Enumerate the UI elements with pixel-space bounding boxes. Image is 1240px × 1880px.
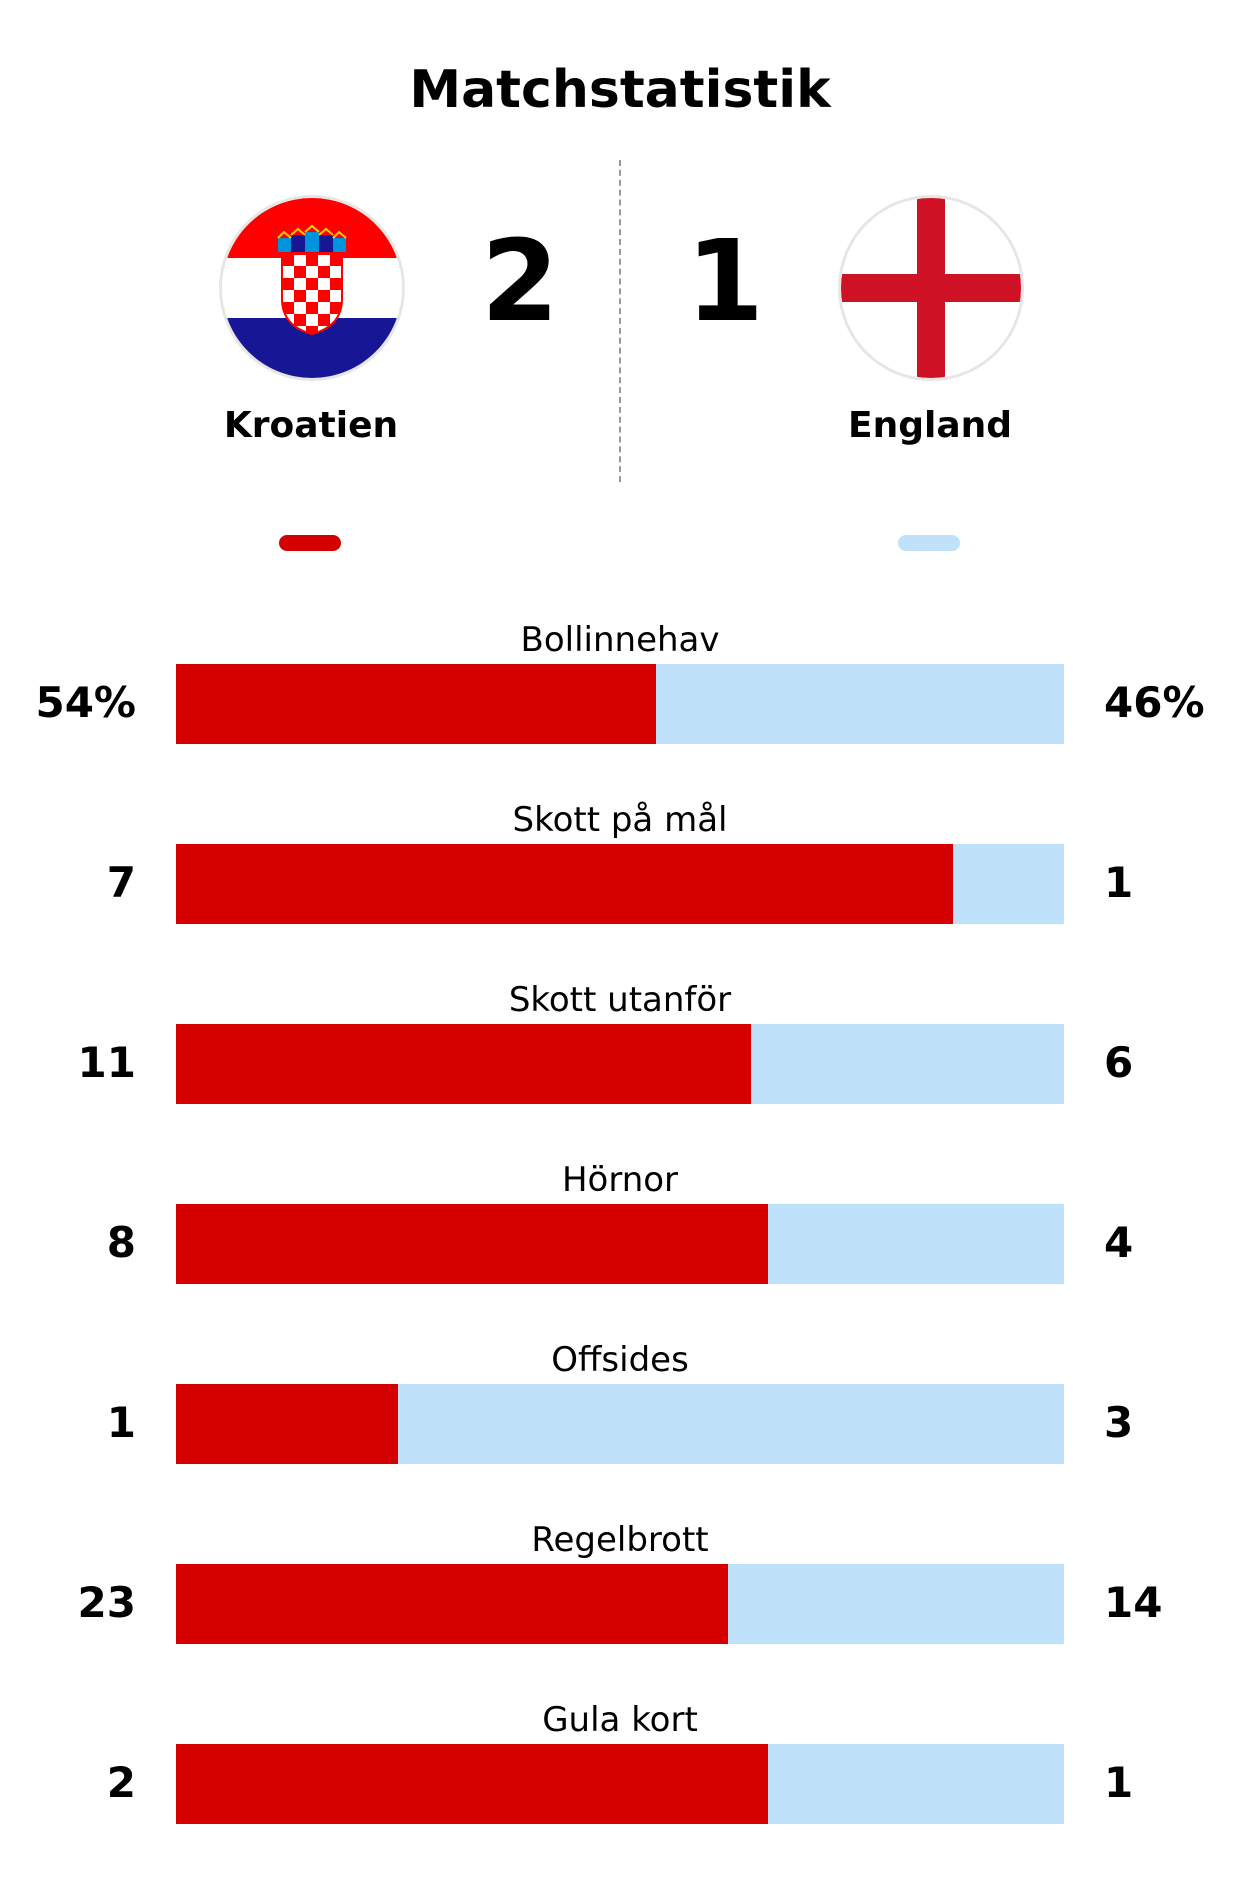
stat-home-value: 11 bbox=[77, 1038, 136, 1087]
stat-row-fouls: Regelbrott 23 14 bbox=[0, 1520, 1240, 1700]
stat-bar-away bbox=[767, 1744, 1064, 1824]
stat-away-value: 6 bbox=[1104, 1038, 1134, 1087]
stat-row-possession: Bollinnehav 54% 46% bbox=[0, 620, 1240, 800]
stat-away-value: 46% bbox=[1104, 678, 1205, 727]
stat-bar-away bbox=[767, 1204, 1064, 1284]
stat-bar-home bbox=[176, 1384, 398, 1464]
home-team-name: Kroatien bbox=[223, 405, 399, 446]
stat-bar bbox=[176, 1384, 1064, 1464]
stat-bar bbox=[176, 1204, 1064, 1284]
stat-label: Bollinnehav bbox=[520, 620, 720, 660]
stat-away-value: 1 bbox=[1104, 858, 1134, 907]
stat-row-offsides: Offsides 1 3 bbox=[0, 1340, 1240, 1520]
stat-label: Regelbrott bbox=[531, 1520, 709, 1560]
stat-home-value: 2 bbox=[106, 1758, 136, 1807]
home-score: 2 bbox=[481, 217, 559, 347]
stat-home-value: 7 bbox=[106, 858, 136, 907]
stat-home-value: 1 bbox=[106, 1398, 136, 1447]
stat-away-value: 1 bbox=[1104, 1758, 1134, 1807]
away-color-swatch bbox=[898, 535, 960, 551]
stat-label: Skott utanför bbox=[508, 980, 732, 1020]
away-team-name: England bbox=[847, 405, 1013, 446]
stat-label: Hörnor bbox=[561, 1160, 679, 1200]
stat-bar bbox=[176, 1744, 1064, 1824]
stat-bar-home bbox=[176, 1744, 768, 1824]
stat-bar bbox=[176, 1024, 1064, 1104]
away-score: 1 bbox=[686, 217, 764, 347]
stat-bar-away bbox=[655, 664, 1064, 744]
score-divider bbox=[619, 160, 621, 482]
stat-home-value: 23 bbox=[77, 1578, 136, 1627]
stat-label: Gula kort bbox=[542, 1700, 698, 1740]
stat-bar bbox=[176, 1564, 1064, 1644]
stat-bar-home bbox=[176, 1024, 751, 1104]
page-title: Matchstatistik bbox=[409, 60, 831, 120]
stat-bar-away bbox=[953, 844, 1064, 924]
stat-bar-home bbox=[176, 1204, 768, 1284]
stat-bar-away bbox=[750, 1024, 1064, 1104]
stat-row-corners: Hörnor 8 4 bbox=[0, 1160, 1240, 1340]
stat-bar-home bbox=[176, 844, 953, 924]
stat-home-value: 54% bbox=[35, 678, 136, 727]
stat-bar-away bbox=[728, 1564, 1064, 1644]
stat-home-value: 8 bbox=[106, 1218, 136, 1267]
stat-row-shots-off-target: Skott utanför 11 6 bbox=[0, 980, 1240, 1160]
stat-bar-home bbox=[176, 664, 656, 744]
stat-bar bbox=[176, 664, 1064, 744]
stat-bar-home bbox=[176, 1564, 728, 1644]
stat-bar-away bbox=[398, 1384, 1064, 1464]
england-flag-icon bbox=[838, 195, 1024, 381]
stat-away-value: 3 bbox=[1104, 1398, 1134, 1447]
stat-label: Skott på mål bbox=[512, 800, 728, 840]
stat-label: Offsides bbox=[551, 1340, 689, 1380]
croatia-flag-icon bbox=[219, 195, 405, 381]
stat-row-yellow-cards: Gula kort 2 1 bbox=[0, 1700, 1240, 1880]
stat-away-value: 4 bbox=[1104, 1218, 1134, 1267]
stat-bar bbox=[176, 844, 1064, 924]
stat-row-shots-on-target: Skott på mål 7 1 bbox=[0, 800, 1240, 980]
home-color-swatch bbox=[279, 535, 341, 551]
stat-away-value: 14 bbox=[1104, 1578, 1163, 1627]
